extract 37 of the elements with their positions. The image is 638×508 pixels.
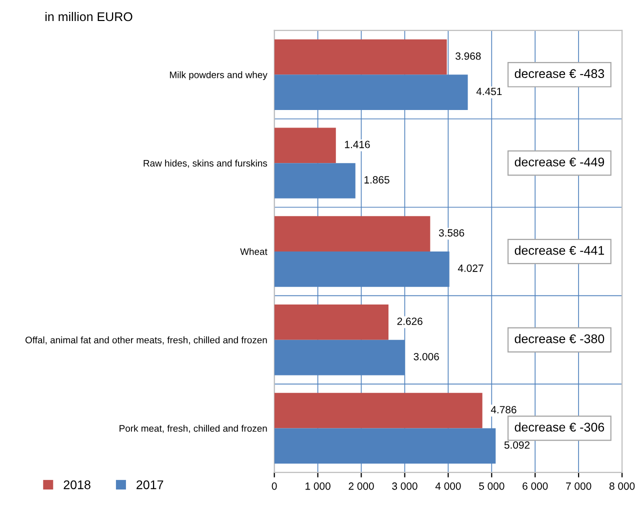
x-tick-label: 0 [272, 482, 277, 490]
y-tick-label: Wheat [240, 248, 268, 255]
x-tick-label: 4 000 [435, 482, 461, 490]
x-tick-label: 5 000 [479, 482, 504, 490]
legend-label: 2018 [64, 480, 90, 490]
y-tick-label: Raw hides, skins and furskins [144, 160, 268, 168]
x-tick-label: 2 000 [348, 482, 374, 490]
y-tick-label: Offal, animal fat and other meats, fresh, chilled and frozen [25, 336, 267, 344]
data-label: 4.451 [476, 88, 502, 96]
legend-label: 2017 [136, 480, 164, 490]
data-label: 1.416 [345, 140, 370, 148]
text: in million EURO [45, 12, 132, 22]
y-tick-label: Milk powders and whey [170, 71, 268, 80]
data-label: 3.006 [414, 352, 439, 360]
data-label: 2.626 [397, 318, 422, 325]
annotation: decrease € -483 [514, 68, 604, 78]
x-tick-label: 3 000 [392, 482, 418, 490]
data-label: 3.968 [456, 52, 481, 60]
x-tick-label: 6 000 [522, 482, 548, 490]
x-tick-label: 7 000 [566, 482, 592, 490]
bar [274, 392, 482, 428]
annotation: decrease € -441 [514, 246, 604, 255]
annotation: decrease € -380 [514, 334, 604, 344]
annotation: decrease € -306 [514, 422, 604, 432]
data-label: 4.027 [458, 264, 484, 272]
bar [274, 128, 336, 164]
data-label: 5.092 [504, 441, 530, 449]
annotation: decrease € -449 [514, 157, 604, 166]
data-label: 3.586 [438, 229, 464, 237]
bar [274, 304, 388, 340]
x-tick-label: 1 000 [306, 482, 330, 490]
y-tick-label: Pork meat, fresh, chilled and frozen [120, 424, 267, 433]
data-label: 4.786 [490, 406, 516, 414]
bar [274, 39, 447, 75]
data-label: 1.865 [364, 176, 390, 184]
bar [274, 216, 430, 252]
x-tick-label: 8 000 [609, 482, 635, 490]
